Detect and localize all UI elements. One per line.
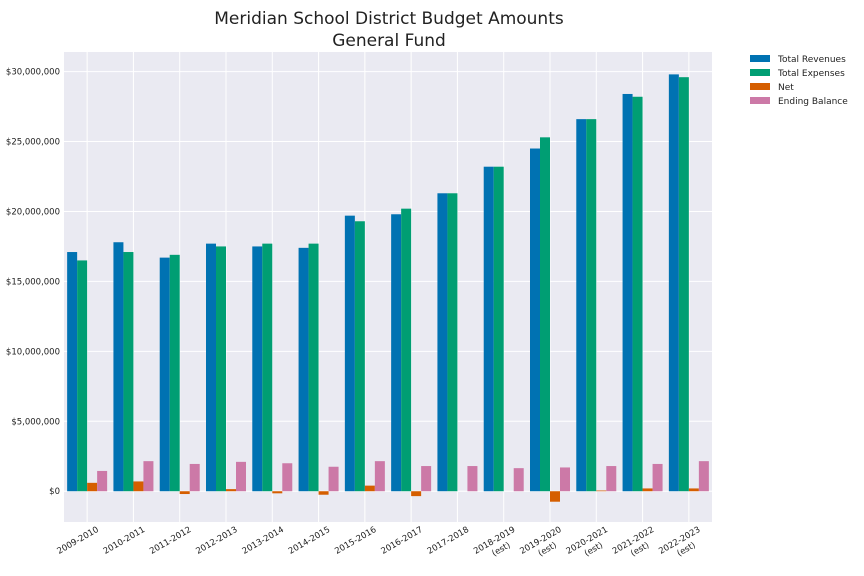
bar: [133, 481, 144, 492]
x-tick-label: 2012-2013: [194, 525, 239, 557]
x-tick-label: 2019-2020(est): [518, 525, 569, 566]
bar: [421, 466, 432, 492]
bar: [179, 491, 190, 495]
bar: [622, 93, 633, 492]
bar: [123, 252, 134, 492]
bar: [97, 470, 108, 492]
legend-item: Total Revenues: [750, 55, 846, 65]
bar: [483, 166, 494, 492]
legend-swatch: [750, 55, 770, 62]
bar: [606, 466, 617, 492]
bar: [642, 488, 653, 492]
bar: [143, 461, 154, 492]
bar: [596, 490, 607, 492]
bar: [530, 148, 540, 492]
bar: [668, 74, 679, 492]
legend-label: Total Expenses: [777, 69, 845, 79]
bar: [252, 246, 263, 492]
x-tick-label: 2015-2016: [333, 525, 378, 557]
bar: [344, 215, 355, 492]
series-ending-balance: [97, 461, 709, 492]
bar: [272, 491, 283, 494]
bar: [226, 489, 236, 492]
x-tick-label: 2020-2021(est): [565, 525, 616, 566]
bar: [540, 137, 550, 492]
y-tick-label: $10,000,000: [6, 347, 60, 357]
legend-label: Ending Balance: [778, 97, 848, 107]
bar: [236, 461, 246, 492]
legend-swatch: [750, 97, 770, 104]
bar: [586, 119, 597, 492]
bar: [401, 208, 412, 492]
bar: [374, 461, 385, 492]
bar: [328, 466, 339, 492]
bar: [493, 166, 504, 492]
x-tick-label: 2016-2017: [380, 525, 425, 557]
bar: [282, 463, 293, 492]
bar: [298, 247, 309, 492]
bar: [513, 468, 524, 492]
bar: [560, 467, 570, 492]
bar: [576, 119, 587, 492]
y-axis: $0 $5,000,000 $10,000,000 $15,000,000 $20,00…: [6, 68, 60, 498]
y-tick-label: $0: [49, 487, 60, 497]
bar: [391, 214, 402, 492]
bar: [159, 257, 170, 492]
y-tick-label: $5,000,000: [11, 417, 60, 427]
series-net: [87, 481, 699, 502]
chart-subtitle: General Fund: [332, 31, 446, 51]
y-tick-label: $15,000,000: [6, 277, 60, 287]
bar: [262, 243, 273, 492]
bar: [437, 193, 448, 492]
series-total-expenses: [77, 77, 689, 492]
x-tick-label: 2018-2019(est): [472, 525, 523, 566]
bar: [652, 463, 663, 492]
bar: [364, 485, 375, 492]
x-tick-label: 2022-2023(est): [657, 525, 708, 566]
x-tick-label: 2011-2012: [148, 525, 193, 557]
bar: [113, 242, 124, 492]
legend-swatch: [750, 69, 770, 76]
legend-swatch: [750, 83, 770, 90]
bar: [67, 252, 78, 492]
bar: [189, 463, 200, 492]
bar: [318, 491, 329, 495]
x-tick-label: 2021-2022(est): [611, 525, 662, 566]
x-tick-label: 2017-2018: [426, 525, 471, 557]
y-tick-label: $25,000,000: [6, 138, 60, 148]
bar: [216, 246, 226, 492]
y-tick-label: $30,000,000: [6, 68, 60, 78]
bar: [354, 221, 365, 492]
x-tick-label: 2009-2010: [56, 525, 101, 557]
legend-label: Net: [778, 83, 794, 93]
bar: [678, 77, 689, 492]
bar: [688, 488, 699, 492]
series-total-revenues: [67, 74, 679, 492]
bar: [447, 193, 458, 492]
legend-item: Ending Balance: [750, 97, 848, 107]
x-tick-label: 2014-2015: [287, 525, 332, 557]
chart-title: Meridian School District Budget Amounts: [214, 9, 564, 29]
y-tick-label: $20,000,000: [6, 207, 60, 217]
bars: [67, 74, 709, 502]
bar: [206, 243, 216, 492]
bar: [698, 461, 709, 492]
x-axis: 2009-2010 2010-2011 2011-2012 2012-2013 2013…: [56, 525, 708, 566]
x-tick-label: 2013-2014: [241, 525, 286, 557]
legend-item: Total Expenses: [750, 69, 845, 79]
legend-label: Total Revenues: [777, 55, 846, 65]
bar: [467, 466, 478, 492]
legend-item: Net: [750, 83, 794, 93]
bar: [87, 482, 98, 492]
bar: [169, 254, 180, 492]
bar: [632, 96, 643, 492]
bar: [308, 243, 319, 492]
bar: [411, 491, 422, 497]
x-tick-label: 2010-2011: [102, 525, 147, 557]
legend: Total Revenues Total Expenses Net Ending Ba…: [750, 55, 848, 107]
bar: [550, 491, 560, 502]
bar: [77, 260, 88, 492]
